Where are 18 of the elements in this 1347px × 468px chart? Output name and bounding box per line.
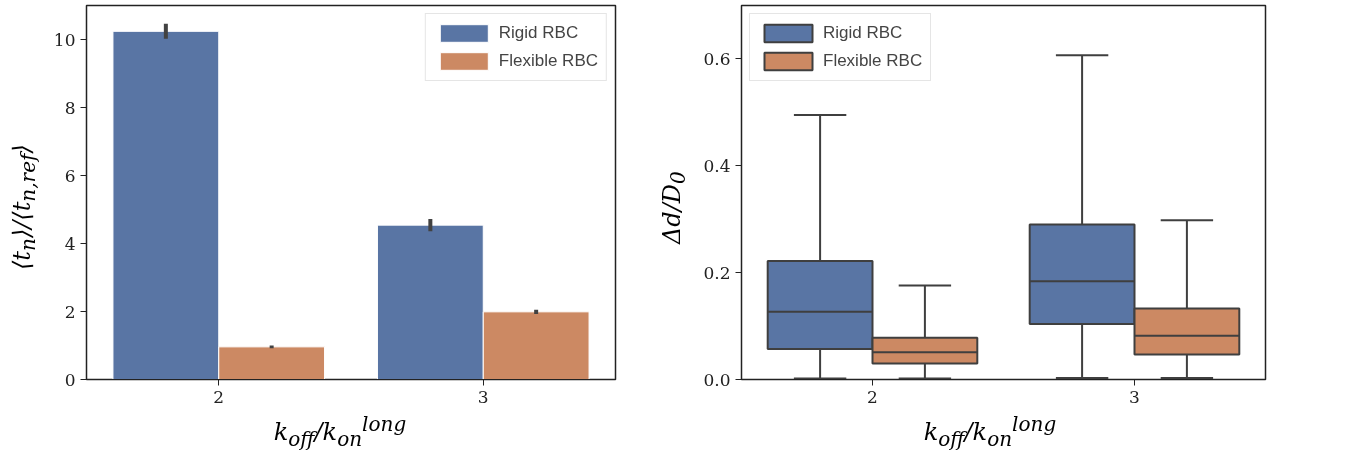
y-tick-label: 0.6 [703,48,731,69]
x-tick-label: 3 [1129,386,1140,407]
legend-label: Rigid RBC [823,23,903,43]
legend-label: Rigid RBC [498,23,579,43]
x-tick-label: 3 [477,386,489,407]
y-tick-label: 0.0 [703,369,731,390]
y-tick-label: 8 [64,97,76,118]
y-tick-label: 4 [64,233,76,254]
legend-label: Flexible RBC [498,51,598,71]
y-tick-label: 6 [64,165,76,186]
x-tick-label: 2 [867,386,878,407]
y-tick-label: 10 [53,29,76,50]
y-tick-label: 0.2 [703,262,731,283]
y-tick-label: 2 [64,301,76,322]
legend-label: Flexible RBC [823,51,923,71]
x-tick-label: 2 [213,386,225,407]
y-tick-label: 0 [64,369,76,390]
y-tick-label: 0.4 [703,155,731,176]
